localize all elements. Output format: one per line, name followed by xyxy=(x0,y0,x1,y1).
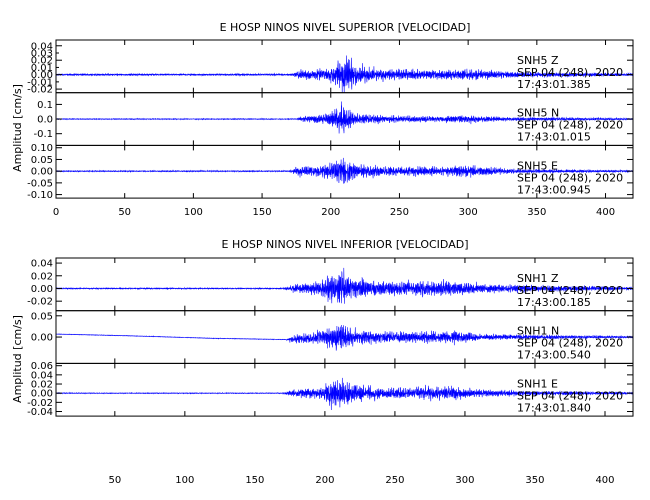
y-tick-label: -0.04 xyxy=(27,407,53,418)
station-label: SNH5 N xyxy=(517,107,559,120)
chart-title: E HOSP NINOS NIVEL SUPERIOR [VELOCIDAD] xyxy=(220,21,471,34)
y-tick-label: 0.00 xyxy=(31,389,53,400)
station-label: SNH5 E xyxy=(517,159,558,172)
date-label: SEP 04 (248), 2020 xyxy=(517,389,623,402)
waveform-trace xyxy=(55,55,634,93)
y-tick-label: 0.02 xyxy=(31,380,53,391)
y-tick-label: 0.00 xyxy=(31,284,53,295)
panel-frame xyxy=(55,362,634,417)
y-tick-label: -0.10 xyxy=(27,190,53,201)
waveform-trace xyxy=(55,157,634,184)
y-tick-label: 0.1 xyxy=(37,100,53,111)
x-tick-label: 200 xyxy=(321,207,340,218)
x-tick-label: 50 xyxy=(118,207,131,218)
y-tick-label: 0.05 xyxy=(31,155,53,166)
y-tick-label: 0.05 xyxy=(31,311,53,322)
time-label: 17:43:01.015 xyxy=(517,131,591,144)
x-tick-label: 350 xyxy=(525,475,544,486)
waveform-trace xyxy=(55,101,634,134)
x-tick-label: 200 xyxy=(315,475,334,486)
y-tick-label: 0.04 xyxy=(31,259,53,270)
time-label: 17:43:00.945 xyxy=(517,183,591,196)
time-label: 17:43:00.185 xyxy=(517,296,591,309)
waveform-trace xyxy=(55,267,634,304)
y-axis-label: Amplitud [cm/s] xyxy=(11,84,24,172)
x-tick-label: 0 xyxy=(53,207,59,218)
y-tick-label: -0.02 xyxy=(27,398,53,409)
x-tick-label: 50 xyxy=(108,475,121,486)
station-label: SNH1 E xyxy=(517,377,558,390)
y-tick-label: 0.04 xyxy=(31,41,53,52)
y-tick-label: -0.02 xyxy=(27,297,53,308)
x-tick-label: 150 xyxy=(253,207,272,218)
time-label: 17:43:00.540 xyxy=(517,349,591,362)
y-tick-label: 0.10 xyxy=(31,143,53,154)
y-tick-label: 0.00 xyxy=(31,167,53,178)
station-label: SNH1 N xyxy=(517,325,559,338)
chart-title: E HOSP NINOS NIVEL INFERIOR [VELOCIDAD] xyxy=(222,238,469,251)
lower-level-chart: E HOSP NINOS NIVEL INFERIOR [VELOCIDAD] … xyxy=(11,238,634,486)
date-label: SEP 04 (248), 2020 xyxy=(517,66,623,79)
x-tick-label: 150 xyxy=(245,475,264,486)
panel-frame xyxy=(55,144,634,199)
y-tick-label: 0.03 xyxy=(31,48,53,59)
y-tick-label: 0.02 xyxy=(31,271,53,282)
channel-panel: -0.02 0.00 0.02 0.04 -0.01 0.01 0.03 SNH5 ZSEP … xyxy=(27,39,634,96)
y-tick-label: -0.05 xyxy=(27,178,53,189)
x-tick-label: 100 xyxy=(175,475,194,486)
station-label: SNH1 Z xyxy=(517,272,559,285)
y-tick-label: -0.02 xyxy=(27,85,53,96)
y-tick-label: 0.00 xyxy=(31,333,53,344)
upper-level-chart: E HOSP NINOS NIVEL SUPERIOR [VELOCIDAD] … xyxy=(11,21,634,218)
x-tick-label: 100 xyxy=(184,207,203,218)
time-label: 17:43:01.840 xyxy=(517,401,591,414)
y-tick-label: 0.00 xyxy=(31,70,53,81)
y-axis-label: Amplitud [cm/s] xyxy=(11,315,24,403)
time-label: 17:43:01.385 xyxy=(517,78,591,91)
x-tick-label: 400 xyxy=(595,475,614,486)
station-label: SNH5 Z xyxy=(517,54,559,67)
x-tick-label: 250 xyxy=(390,207,409,218)
x-tick-label: 300 xyxy=(455,475,474,486)
waveform-trace xyxy=(55,377,634,411)
date-label: SEP 04 (248), 2020 xyxy=(517,171,623,184)
y-tick-label: 0.02 xyxy=(31,56,53,67)
x-tick-label: 250 xyxy=(385,475,404,486)
y-tick-label: 0.04 xyxy=(31,370,53,381)
x-tick-label: 400 xyxy=(596,207,615,218)
y-tick-label: -0.01 xyxy=(27,77,53,88)
waveform-trace xyxy=(55,324,634,351)
date-label: SEP 04 (248), 2020 xyxy=(517,284,623,297)
date-label: SEP 04 (248), 2020 xyxy=(517,337,623,350)
y-tick-label: 0.01 xyxy=(31,63,53,74)
x-tick-label: 300 xyxy=(459,207,478,218)
x-tick-label: 350 xyxy=(527,207,546,218)
y-tick-label: -0.1 xyxy=(33,129,53,140)
y-tick-label: 0.06 xyxy=(31,361,53,372)
y-tick-label: 0.0 xyxy=(37,115,53,126)
date-label: SEP 04 (248), 2020 xyxy=(517,119,623,132)
